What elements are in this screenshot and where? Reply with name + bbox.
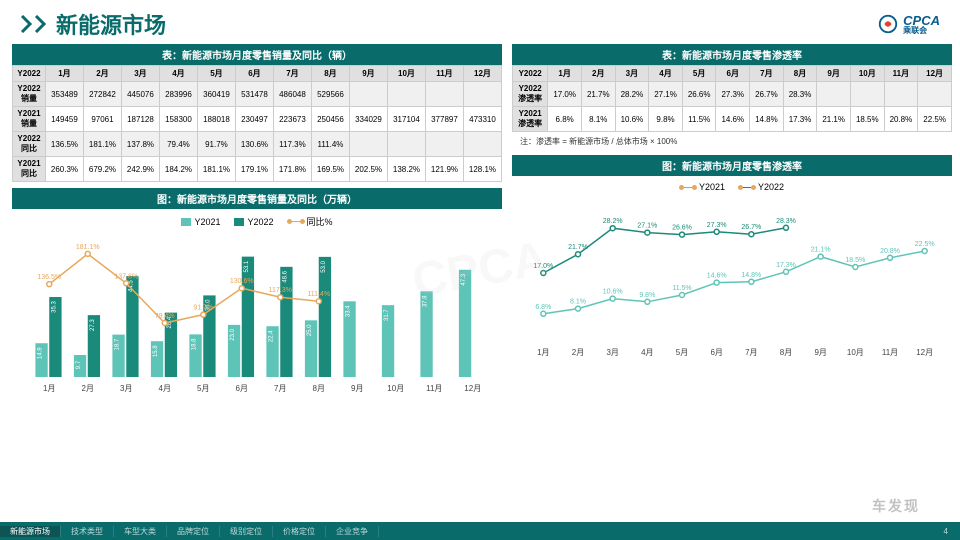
legend-y2022-icon [234, 218, 244, 226]
svg-text:27.3%: 27.3% [707, 222, 727, 229]
svg-text:9.7: 9.7 [76, 360, 82, 369]
svg-text:33.4: 33.4 [346, 305, 352, 317]
svg-text:18.8: 18.8 [192, 338, 198, 350]
svg-text:25.0: 25.0 [307, 324, 313, 336]
svg-text:3月: 3月 [120, 384, 132, 393]
page-title: 新能源市场 [56, 8, 166, 40]
svg-text:10月: 10月 [387, 384, 404, 393]
tab-5[interactable]: 价格定位 [273, 526, 326, 537]
svg-text:1月: 1月 [43, 384, 55, 393]
chart2-title: 图：新能源市场月度零售渗透率 [512, 155, 952, 176]
svg-text:9月: 9月 [814, 348, 826, 357]
svg-text:6月: 6月 [236, 384, 248, 393]
svg-text:11月: 11月 [882, 348, 898, 357]
svg-text:17.3%: 17.3% [776, 262, 796, 269]
svg-text:12月: 12月 [916, 348, 933, 357]
svg-text:17.0%: 17.0% [533, 263, 553, 270]
svg-text:23.0: 23.0 [230, 328, 236, 340]
svg-text:26.6%: 26.6% [672, 225, 692, 232]
legend2-y2021-icon [680, 187, 696, 188]
svg-text:37.8: 37.8 [423, 295, 429, 307]
svg-text:21.7%: 21.7% [568, 244, 588, 251]
svg-text:2月: 2月 [572, 348, 584, 357]
svg-text:15.8: 15.8 [153, 345, 159, 357]
tab-3[interactable]: 品牌定位 [167, 526, 220, 537]
sales-table: Y20221月2月3月4月5月6月7月8月9月10月11月12月Y2022销量3… [12, 65, 502, 182]
svg-text:2月: 2月 [82, 384, 94, 393]
svg-text:22.4: 22.4 [269, 330, 275, 342]
left-panel: 表：新能源市场月度零售销量及同比（辆） Y20221月2月3月4月5月6月7月8… [12, 44, 502, 403]
svg-text:47.3: 47.3 [461, 273, 467, 285]
svg-text:130.6%: 130.6% [230, 278, 254, 285]
svg-text:27.1%: 27.1% [637, 223, 657, 230]
svg-text:14.9: 14.9 [38, 347, 44, 359]
svg-text:4月: 4月 [641, 348, 653, 357]
svg-text:8月: 8月 [780, 348, 792, 357]
tab-6[interactable]: 企业竞争 [326, 526, 379, 537]
formula-note: 注：渗透率 = 新能源市场 / 总体市场 × 100% [512, 132, 952, 151]
watermark: 车发现 [872, 496, 920, 516]
legend-y2021-icon [181, 218, 191, 226]
tab-4[interactable]: 级别定位 [220, 526, 273, 537]
svg-text:53.0: 53.0 [321, 260, 327, 272]
svg-text:48.6: 48.6 [282, 270, 288, 282]
svg-text:6.8%: 6.8% [535, 304, 551, 311]
svg-text:117.3%: 117.3% [269, 287, 292, 294]
svg-text:12月: 12月 [464, 384, 481, 393]
svg-text:26.7%: 26.7% [741, 224, 761, 231]
penetration-chart: Y2021 Y2022 1月2月3月4月5月6月7月8月9月10月11月12月6… [512, 180, 952, 370]
tab-2[interactable]: 车型大类 [114, 526, 167, 537]
svg-text:6月: 6月 [710, 348, 722, 357]
legend-yoy-icon: .ln::before,.ln::after{background:#e8a85… [288, 221, 304, 222]
svg-text:137.8%: 137.8% [114, 273, 138, 280]
legend2-y2022-icon [739, 187, 755, 188]
svg-text:53.1: 53.1 [244, 260, 250, 272]
chevron-icon [20, 15, 48, 33]
tab-1[interactable]: 技术类型 [61, 526, 114, 537]
svg-text:18.7: 18.7 [115, 338, 121, 350]
table2-title: 表：新能源市场月度零售渗透率 [512, 44, 952, 65]
svg-text:11月: 11月 [426, 384, 442, 393]
svg-text:11.5%: 11.5% [672, 285, 691, 292]
svg-text:7月: 7月 [274, 384, 286, 393]
svg-text:3月: 3月 [606, 348, 618, 357]
sales-chart: Y2021 Y2022 .ln::before,.ln::after{backg… [12, 213, 502, 403]
svg-text:4月: 4月 [159, 384, 171, 393]
table1-title: 表：新能源市场月度零售销量及同比（辆） [12, 44, 502, 65]
svg-text:10.6%: 10.6% [603, 289, 623, 296]
svg-text:91.7%: 91.7% [193, 305, 213, 312]
svg-text:22.5%: 22.5% [915, 241, 935, 248]
svg-text:79.4%: 79.4% [155, 313, 175, 320]
svg-text:136.5%: 136.5% [37, 274, 61, 281]
svg-text:8.1%: 8.1% [570, 299, 586, 306]
svg-text:181.1%: 181.1% [76, 244, 100, 251]
svg-text:21.1%: 21.1% [811, 247, 831, 254]
svg-text:27.3: 27.3 [90, 319, 96, 331]
svg-text:14.6%: 14.6% [707, 273, 727, 280]
cpca-logo: CPCA乘联会 [877, 13, 940, 35]
svg-text:5月: 5月 [197, 384, 209, 393]
svg-text:14.8%: 14.8% [741, 272, 761, 279]
chart1-title: 图：新能源市场月度零售销量及同比（万辆） [12, 188, 502, 209]
svg-text:8月: 8月 [313, 384, 325, 393]
svg-text:9.8%: 9.8% [639, 292, 655, 299]
svg-text:10月: 10月 [847, 348, 864, 357]
tab-0[interactable]: 新能源市场 [0, 526, 61, 537]
svg-text:28.2%: 28.2% [603, 218, 623, 225]
svg-text:1月: 1月 [537, 348, 549, 357]
svg-text:20.8%: 20.8% [880, 248, 900, 255]
svg-text:5月: 5月 [676, 348, 688, 357]
svg-text:7月: 7月 [745, 348, 757, 357]
svg-text:111.4%: 111.4% [307, 291, 330, 298]
svg-text:28.3%: 28.3% [776, 218, 796, 225]
svg-text:9月: 9月 [351, 384, 363, 393]
page-number: 4 [932, 527, 960, 536]
header: 新能源市场 CPCA乘联会 [0, 0, 960, 44]
svg-text:31.7: 31.7 [384, 309, 390, 321]
svg-text:18.5%: 18.5% [845, 257, 865, 264]
svg-text:35.3: 35.3 [51, 300, 57, 312]
right-panel: 表：新能源市场月度零售渗透率 Y20221月2月3月4月5月6月7月8月9月10… [512, 44, 952, 403]
penetration-table: Y20221月2月3月4月5月6月7月8月9月10月11月12月Y2022渗透率… [512, 65, 952, 132]
footer-tabs: 新能源市场技术类型车型大类品牌定位级别定位价格定位企业竞争 4 [0, 522, 960, 540]
